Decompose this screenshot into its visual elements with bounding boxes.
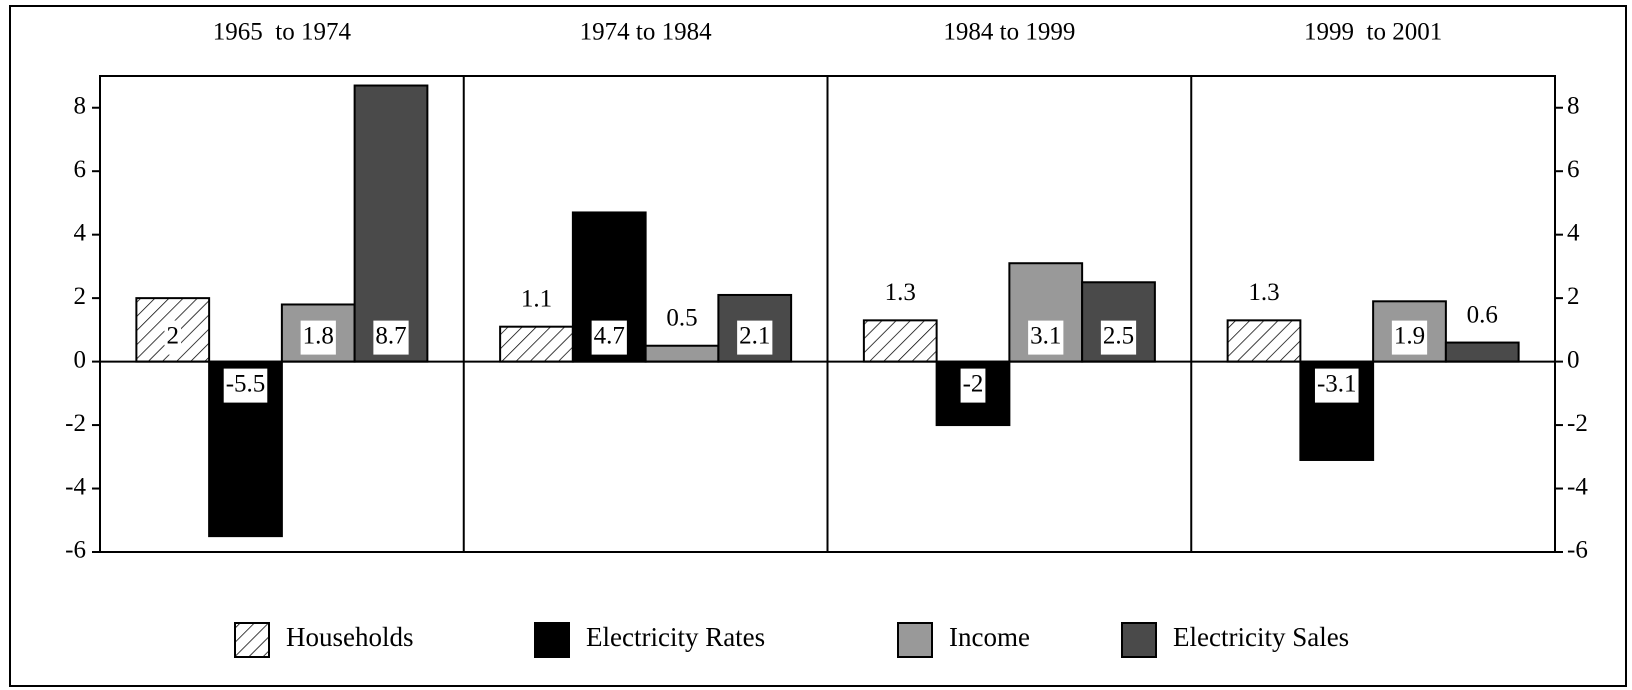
data-label-bg <box>164 320 181 355</box>
y2-tick-label: -6 <box>1567 537 1588 564</box>
data-label: 0.6 <box>1467 301 1498 328</box>
data-label: 3.1 <box>1030 322 1061 349</box>
y-tick-label: 6 <box>74 156 87 183</box>
legend-swatch <box>1121 622 1157 658</box>
data-label-bg <box>737 320 773 355</box>
data-label-bg <box>591 320 627 355</box>
y2-tick-label: 2 <box>1567 283 1580 310</box>
y2-tick-label: -2 <box>1567 410 1588 437</box>
bar <box>644 344 720 363</box>
category-label: 1999 to 2001 <box>1304 19 1442 46</box>
y2-tick-label: 4 <box>1567 219 1580 246</box>
y2-tick-label: -4 <box>1567 473 1588 500</box>
y-tick-label: 4 <box>74 219 87 246</box>
bar <box>1444 341 1520 363</box>
data-label-bg <box>960 368 986 403</box>
y-tick-label: -6 <box>65 537 86 564</box>
bar <box>499 325 574 363</box>
bar <box>862 319 938 363</box>
data-label: 1.9 <box>1394 322 1425 349</box>
frame <box>9 5 1627 687</box>
data-label: 1.1 <box>521 285 552 312</box>
data-label: -3.1 <box>1317 370 1357 397</box>
legend-label: Electricity Sales <box>1173 622 1349 652</box>
data-label: 1.3 <box>1248 279 1279 306</box>
category-label: 1984 to 1999 <box>943 19 1075 46</box>
data-label: 2 <box>167 322 180 349</box>
data-label-bg <box>1028 320 1064 355</box>
y-tick-label: 8 <box>74 92 87 119</box>
bar <box>353 84 429 363</box>
y-tick-label: 0 <box>74 346 87 373</box>
data-label-bg <box>223 368 268 403</box>
data-label: 4.7 <box>594 322 625 349</box>
data-label: 8.7 <box>375 322 406 349</box>
y-tick-label: 2 <box>74 283 87 310</box>
data-label-bg <box>300 320 336 355</box>
y2-tick-label: 8 <box>1567 92 1580 119</box>
category-label: 1974 to 1984 <box>580 19 712 46</box>
category-label: 1965 to 1974 <box>213 19 352 46</box>
data-label: -5.5 <box>226 370 266 397</box>
data-label: 0.5 <box>666 304 697 331</box>
data-label-bg <box>1100 320 1137 355</box>
bar <box>1226 319 1302 363</box>
data-label: 1.8 <box>303 322 334 349</box>
legend-swatch <box>234 622 270 658</box>
y2-tick-label: 6 <box>1567 156 1580 183</box>
data-label-bg <box>1314 368 1359 403</box>
y-tick-label: -2 <box>65 410 86 437</box>
data-label: 2.1 <box>739 322 770 349</box>
legend-swatch <box>897 622 933 658</box>
legend-swatch <box>534 622 570 658</box>
legend-label: Households <box>286 622 414 652</box>
y-tick-label: -4 <box>65 473 86 500</box>
data-label-bg <box>1391 320 1428 355</box>
data-label: 1.3 <box>885 279 916 306</box>
y2-tick-label: 0 <box>1567 346 1580 373</box>
data-label: 2.5 <box>1103 322 1134 349</box>
data-label-bg <box>373 320 409 355</box>
legend-label: Electricity Rates <box>586 622 765 652</box>
legend-label: Income <box>949 622 1030 652</box>
data-label: -2 <box>963 370 984 397</box>
